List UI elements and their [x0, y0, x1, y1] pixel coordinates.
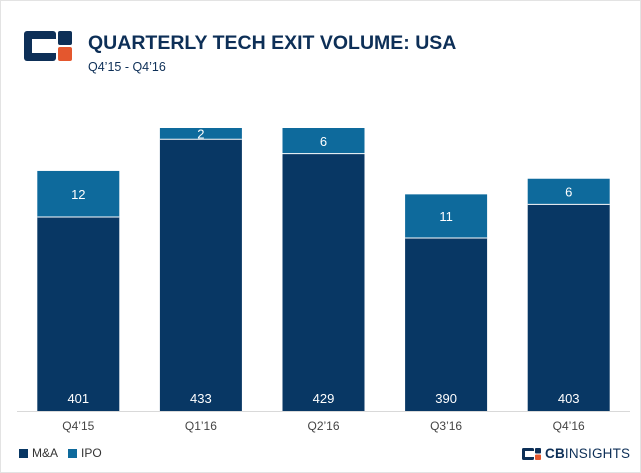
- bar-ipo-1: [159, 128, 242, 140]
- legend-label-ipo: IPO: [81, 446, 102, 460]
- bar-ipo-0: [37, 170, 120, 217]
- x-tick-label-1: Q1’16: [185, 419, 217, 433]
- data-label-ma-3: 390: [435, 391, 457, 406]
- data-label-ipo-0: 12: [71, 187, 85, 202]
- data-label-ipo-3: 11: [439, 209, 453, 224]
- bar-ipo-3: [405, 194, 488, 238]
- legend-label-ma: M&A: [32, 446, 59, 460]
- x-tick-label-0: Q4’15: [62, 419, 94, 433]
- bar-ipo-2: [282, 128, 365, 154]
- bar-ma-3: [405, 237, 488, 411]
- brand-name: CBINSIGHTS: [545, 446, 631, 461]
- data-label-ipo-1: 2: [197, 127, 204, 142]
- data-label-ipo-4: 6: [565, 185, 572, 200]
- data-label-ma-4: 403: [558, 391, 580, 406]
- chart-title: QUARTERLY TECH EXIT VOLUME: USA: [88, 32, 457, 54]
- data-label-ma-0: 401: [67, 391, 89, 406]
- data-label-ipo-2: 6: [320, 134, 327, 149]
- legend-swatch-ma: [19, 448, 28, 458]
- data-label-ma-2: 429: [313, 391, 335, 406]
- data-label-ma-1: 433: [190, 391, 212, 406]
- cb-insights-logo-icon: [24, 31, 72, 61]
- legend-item-ma: M&A: [19, 446, 58, 460]
- bar-ma-0: [37, 216, 120, 411]
- cb-insights-small-logo-icon: [522, 447, 541, 460]
- legend-swatch-ipo: [68, 448, 78, 458]
- bar-ma-1: [159, 139, 242, 411]
- legend: M&A IPO: [19, 446, 112, 460]
- legend-item-ipo: IPO: [68, 446, 102, 460]
- brand-footer: CBINSIGHTS: [522, 446, 630, 461]
- bar-ma-4: [527, 204, 610, 411]
- bar-ipo-4: [527, 178, 610, 205]
- x-tick-label-4: Q4’16: [553, 419, 585, 433]
- bar-ma-2: [282, 153, 365, 411]
- chart-subtitle: Q4’15 - Q4’16: [88, 60, 166, 74]
- x-tick-label-2: Q2’16: [307, 419, 339, 433]
- x-tick-label-3: Q3’16: [430, 419, 462, 433]
